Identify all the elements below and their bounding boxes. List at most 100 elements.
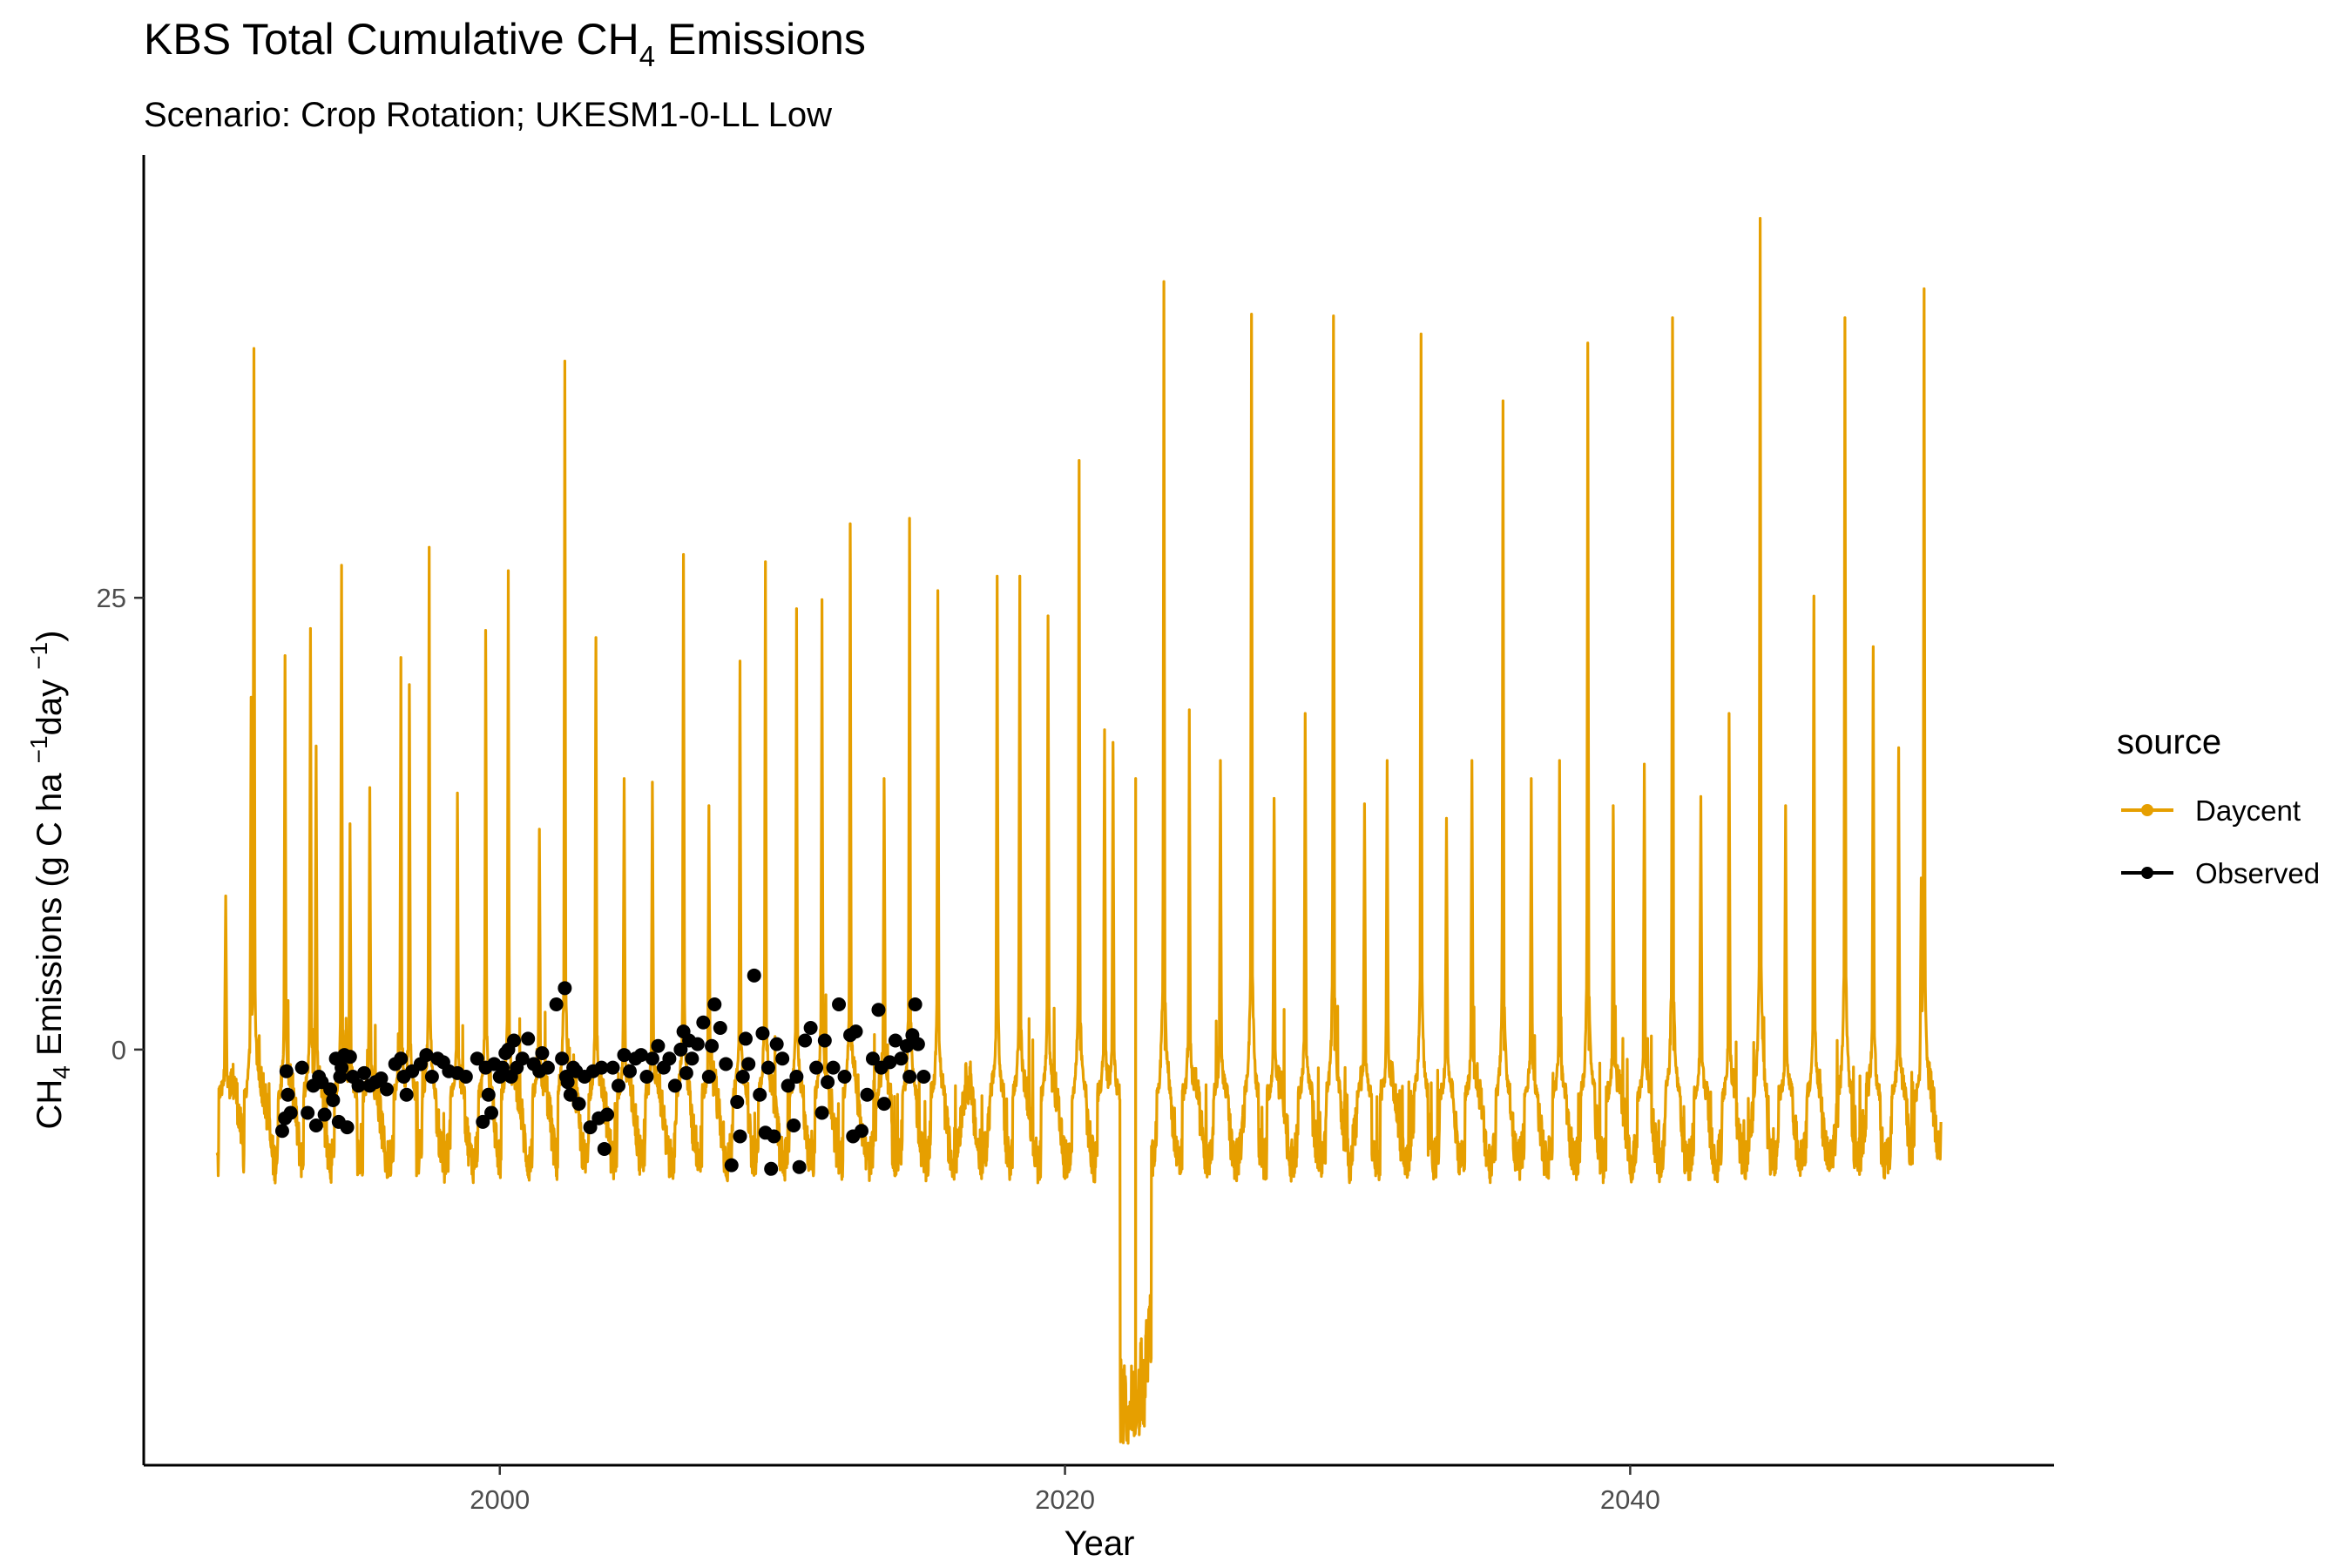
- observed-point: [326, 1092, 341, 1107]
- observed-point: [673, 1042, 688, 1057]
- observed-point: [876, 1097, 891, 1112]
- plot-area: [215, 217, 1943, 1445]
- observed-point: [705, 1038, 720, 1053]
- observed-point: [735, 1069, 750, 1084]
- observed-point: [826, 1060, 841, 1075]
- observed-point: [817, 1033, 832, 1048]
- observed-point: [374, 1071, 389, 1086]
- observed-point: [484, 1105, 499, 1120]
- observed-point: [888, 1033, 902, 1048]
- series-line-daycent: [215, 217, 1943, 1445]
- observed-point: [701, 1069, 716, 1084]
- observed-point: [274, 1124, 289, 1139]
- observed-point: [789, 1069, 804, 1084]
- observed-point: [394, 1051, 409, 1066]
- observed-point: [279, 1064, 294, 1078]
- observed-point: [280, 1087, 295, 1102]
- legend-item-daycent: Daycent: [2121, 794, 2301, 827]
- observed-point: [781, 1078, 795, 1093]
- observed-point: [871, 1003, 886, 1017]
- observed-point: [860, 1087, 875, 1102]
- observed-point: [283, 1105, 298, 1120]
- y-tick-label: 25: [97, 583, 126, 613]
- legend-item-observed: Observed: [2121, 857, 2320, 889]
- observed-point: [764, 1161, 779, 1176]
- observed-point: [424, 1069, 439, 1084]
- observed-point: [379, 1082, 394, 1097]
- y-axis-title: CH4 Emissions (g C ha −1day −1): [25, 631, 75, 1130]
- legend-label-daycent: Daycent: [2195, 794, 2301, 827]
- observed-point: [760, 1060, 775, 1075]
- observed-point: [724, 1158, 739, 1173]
- legend-daycent-marker: [2141, 804, 2153, 816]
- observed-point: [600, 1107, 615, 1122]
- observed-point: [340, 1120, 355, 1135]
- observed-point: [747, 968, 761, 983]
- observed-point: [617, 1048, 632, 1063]
- observed-point: [741, 1057, 756, 1071]
- observed-point: [882, 1055, 897, 1070]
- observed-point: [651, 1038, 666, 1053]
- observed-point: [679, 1065, 693, 1080]
- observed-point: [803, 1020, 818, 1035]
- observed-point: [639, 1069, 654, 1084]
- observed-point: [662, 1051, 677, 1066]
- observed-point: [821, 1075, 835, 1090]
- observed-point: [612, 1078, 626, 1093]
- observed-point: [419, 1048, 434, 1063]
- observed-point: [351, 1078, 366, 1093]
- y-ticks: 0 25: [97, 583, 144, 1065]
- observed-point: [775, 1051, 790, 1066]
- legend-title: source: [2117, 723, 2221, 761]
- x-axis-title: Year: [1064, 1524, 1135, 1563]
- observed-point: [713, 1020, 727, 1035]
- observed-point: [294, 1060, 309, 1075]
- observed-point: [899, 1038, 914, 1053]
- observed-point: [894, 1051, 909, 1066]
- observed-point: [792, 1159, 807, 1174]
- observed-point: [506, 1033, 521, 1048]
- chart-subtitle: Scenario: Crop Rotation; UKESM1-0-LL Low: [144, 96, 832, 134]
- observed-point: [342, 1050, 357, 1064]
- observed-point: [753, 1087, 767, 1102]
- observed-point: [690, 1037, 705, 1051]
- observed-point: [622, 1064, 637, 1078]
- observed-point: [910, 1037, 925, 1051]
- observed-point: [832, 997, 847, 1012]
- x-ticks: 2000 2020 2040: [470, 1465, 1660, 1515]
- observed-point: [594, 1060, 609, 1075]
- observed-point: [555, 1051, 570, 1066]
- observed-point: [521, 1031, 536, 1046]
- observed-point: [787, 1118, 801, 1132]
- observed-point: [916, 1069, 931, 1084]
- observed-point: [814, 1105, 829, 1120]
- observed-point: [535, 1046, 550, 1061]
- observed-point: [597, 1141, 612, 1156]
- observed-point: [558, 981, 572, 996]
- observed-point: [540, 1060, 555, 1075]
- observed-point: [738, 1031, 753, 1046]
- observed-point: [865, 1051, 880, 1066]
- observed-point: [571, 1097, 586, 1112]
- legend-observed-marker: [2141, 867, 2153, 879]
- observed-point: [848, 1024, 863, 1039]
- observed-point: [495, 1060, 510, 1075]
- observed-point: [685, 1051, 700, 1066]
- observed-point: [719, 1057, 733, 1071]
- observed-point: [837, 1069, 852, 1084]
- observed-point: [357, 1065, 372, 1080]
- observed-point: [308, 1118, 323, 1132]
- observed-point: [767, 1129, 781, 1144]
- observed-point: [809, 1060, 824, 1075]
- observed-point: [769, 1037, 784, 1051]
- observed-point: [605, 1060, 620, 1075]
- observed-point: [755, 1026, 770, 1041]
- observed-point: [549, 997, 564, 1012]
- observed-point: [902, 1069, 917, 1084]
- observed-point: [854, 1124, 868, 1139]
- observed-point: [707, 997, 722, 1012]
- observed-point: [399, 1087, 414, 1102]
- observed-point: [733, 1129, 747, 1144]
- observed-point: [317, 1107, 332, 1122]
- x-tick-label: 2040: [1600, 1484, 1660, 1515]
